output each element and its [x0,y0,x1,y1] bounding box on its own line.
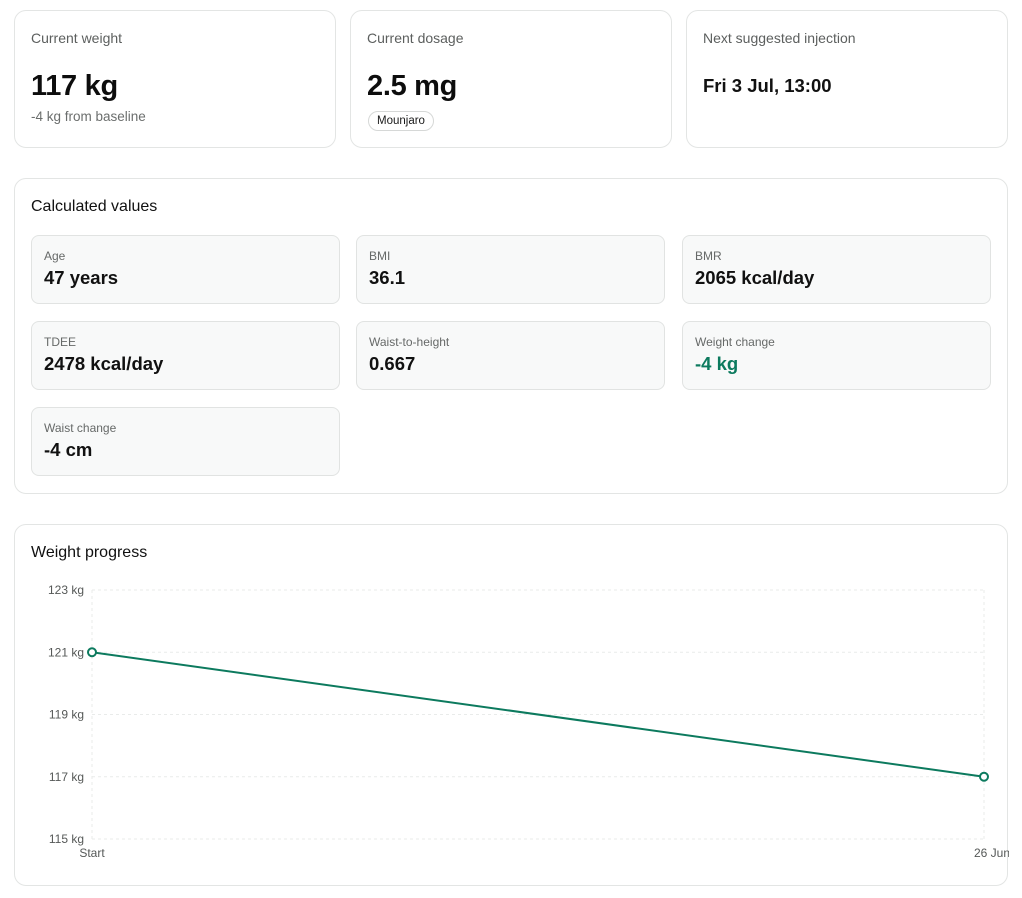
metric-bmi: BMI 36.1 [356,235,665,304]
metric-label: Waist change [44,421,117,435]
metric-age: Age 47 years [31,235,340,304]
next-injection-label: Next suggested injection [703,30,856,46]
metric-value: 0.667 [369,353,416,374]
metric-label: BMI [369,249,391,263]
current-dosage-card: Current dosage 2.5 mg Mounjaro [350,10,672,148]
metric-value: 2065 kcal/day [695,267,815,288]
y-tick-label: 123 kg [48,583,84,597]
current-dosage-label: Current dosage [367,30,464,46]
series-line [91,651,985,778]
next-injection-card: Next suggested injection Fri 3 Jul, 13:0… [686,10,1008,148]
y-tick-label: 119 kg [49,708,84,722]
current-weight-value: 117 kg [31,70,118,102]
data-point [979,771,989,782]
metric-weight-change: Weight change -4 kg [682,321,991,390]
metric-value: -4 kg [695,353,739,374]
metric-label: Waist-to-height [369,335,450,349]
current-weight-label: Current weight [31,30,123,46]
y-tick-label: 117 kg [49,770,84,784]
current-dosage-value: 2.5 mg [367,70,458,102]
x-tick-label: Start [79,846,105,860]
calculated-values-title: Calculated values [31,198,158,215]
metric-waist-to-height: Waist-to-height 0.667 [356,321,665,390]
metric-value: -4 cm [44,439,93,460]
metric-label: Weight change [695,335,775,349]
medication-badge: Mounjaro [368,111,434,131]
metric-tdee: TDEE 2478 kcal/day [31,321,340,390]
metric-label: Age [44,249,66,263]
metric-label: BMR [695,249,722,263]
y-tick-label: 121 kg [48,645,84,659]
data-point [87,647,97,658]
weight-baseline-delta: -4 kg from baseline [31,109,146,124]
metric-value: 36.1 [369,267,406,288]
metric-label: TDEE [44,335,77,349]
metric-bmr: BMR 2065 kcal/day [682,235,991,304]
metric-value: 47 years [44,267,119,288]
current-weight-card: Current weight 117 kg -4 kg from baselin… [14,10,336,148]
weight-progress-card: Weight progress 123 kg 121 kg 119 kg 117 kg… [14,524,1009,886]
metric-value: 2478 kcal/day [44,353,164,374]
weight-progress-title: Weight progress [31,544,148,561]
y-tick-label: 115 kg [49,832,84,846]
x-tick-label: 26 Jun [974,846,1009,860]
next-injection-value: Fri 3 Jul, 13:00 [703,75,832,96]
metric-waist-change: Waist change -4 cm [31,407,340,476]
calculated-values-card: Calculated values Age 47 years BMI 36.1 … [14,178,1008,494]
